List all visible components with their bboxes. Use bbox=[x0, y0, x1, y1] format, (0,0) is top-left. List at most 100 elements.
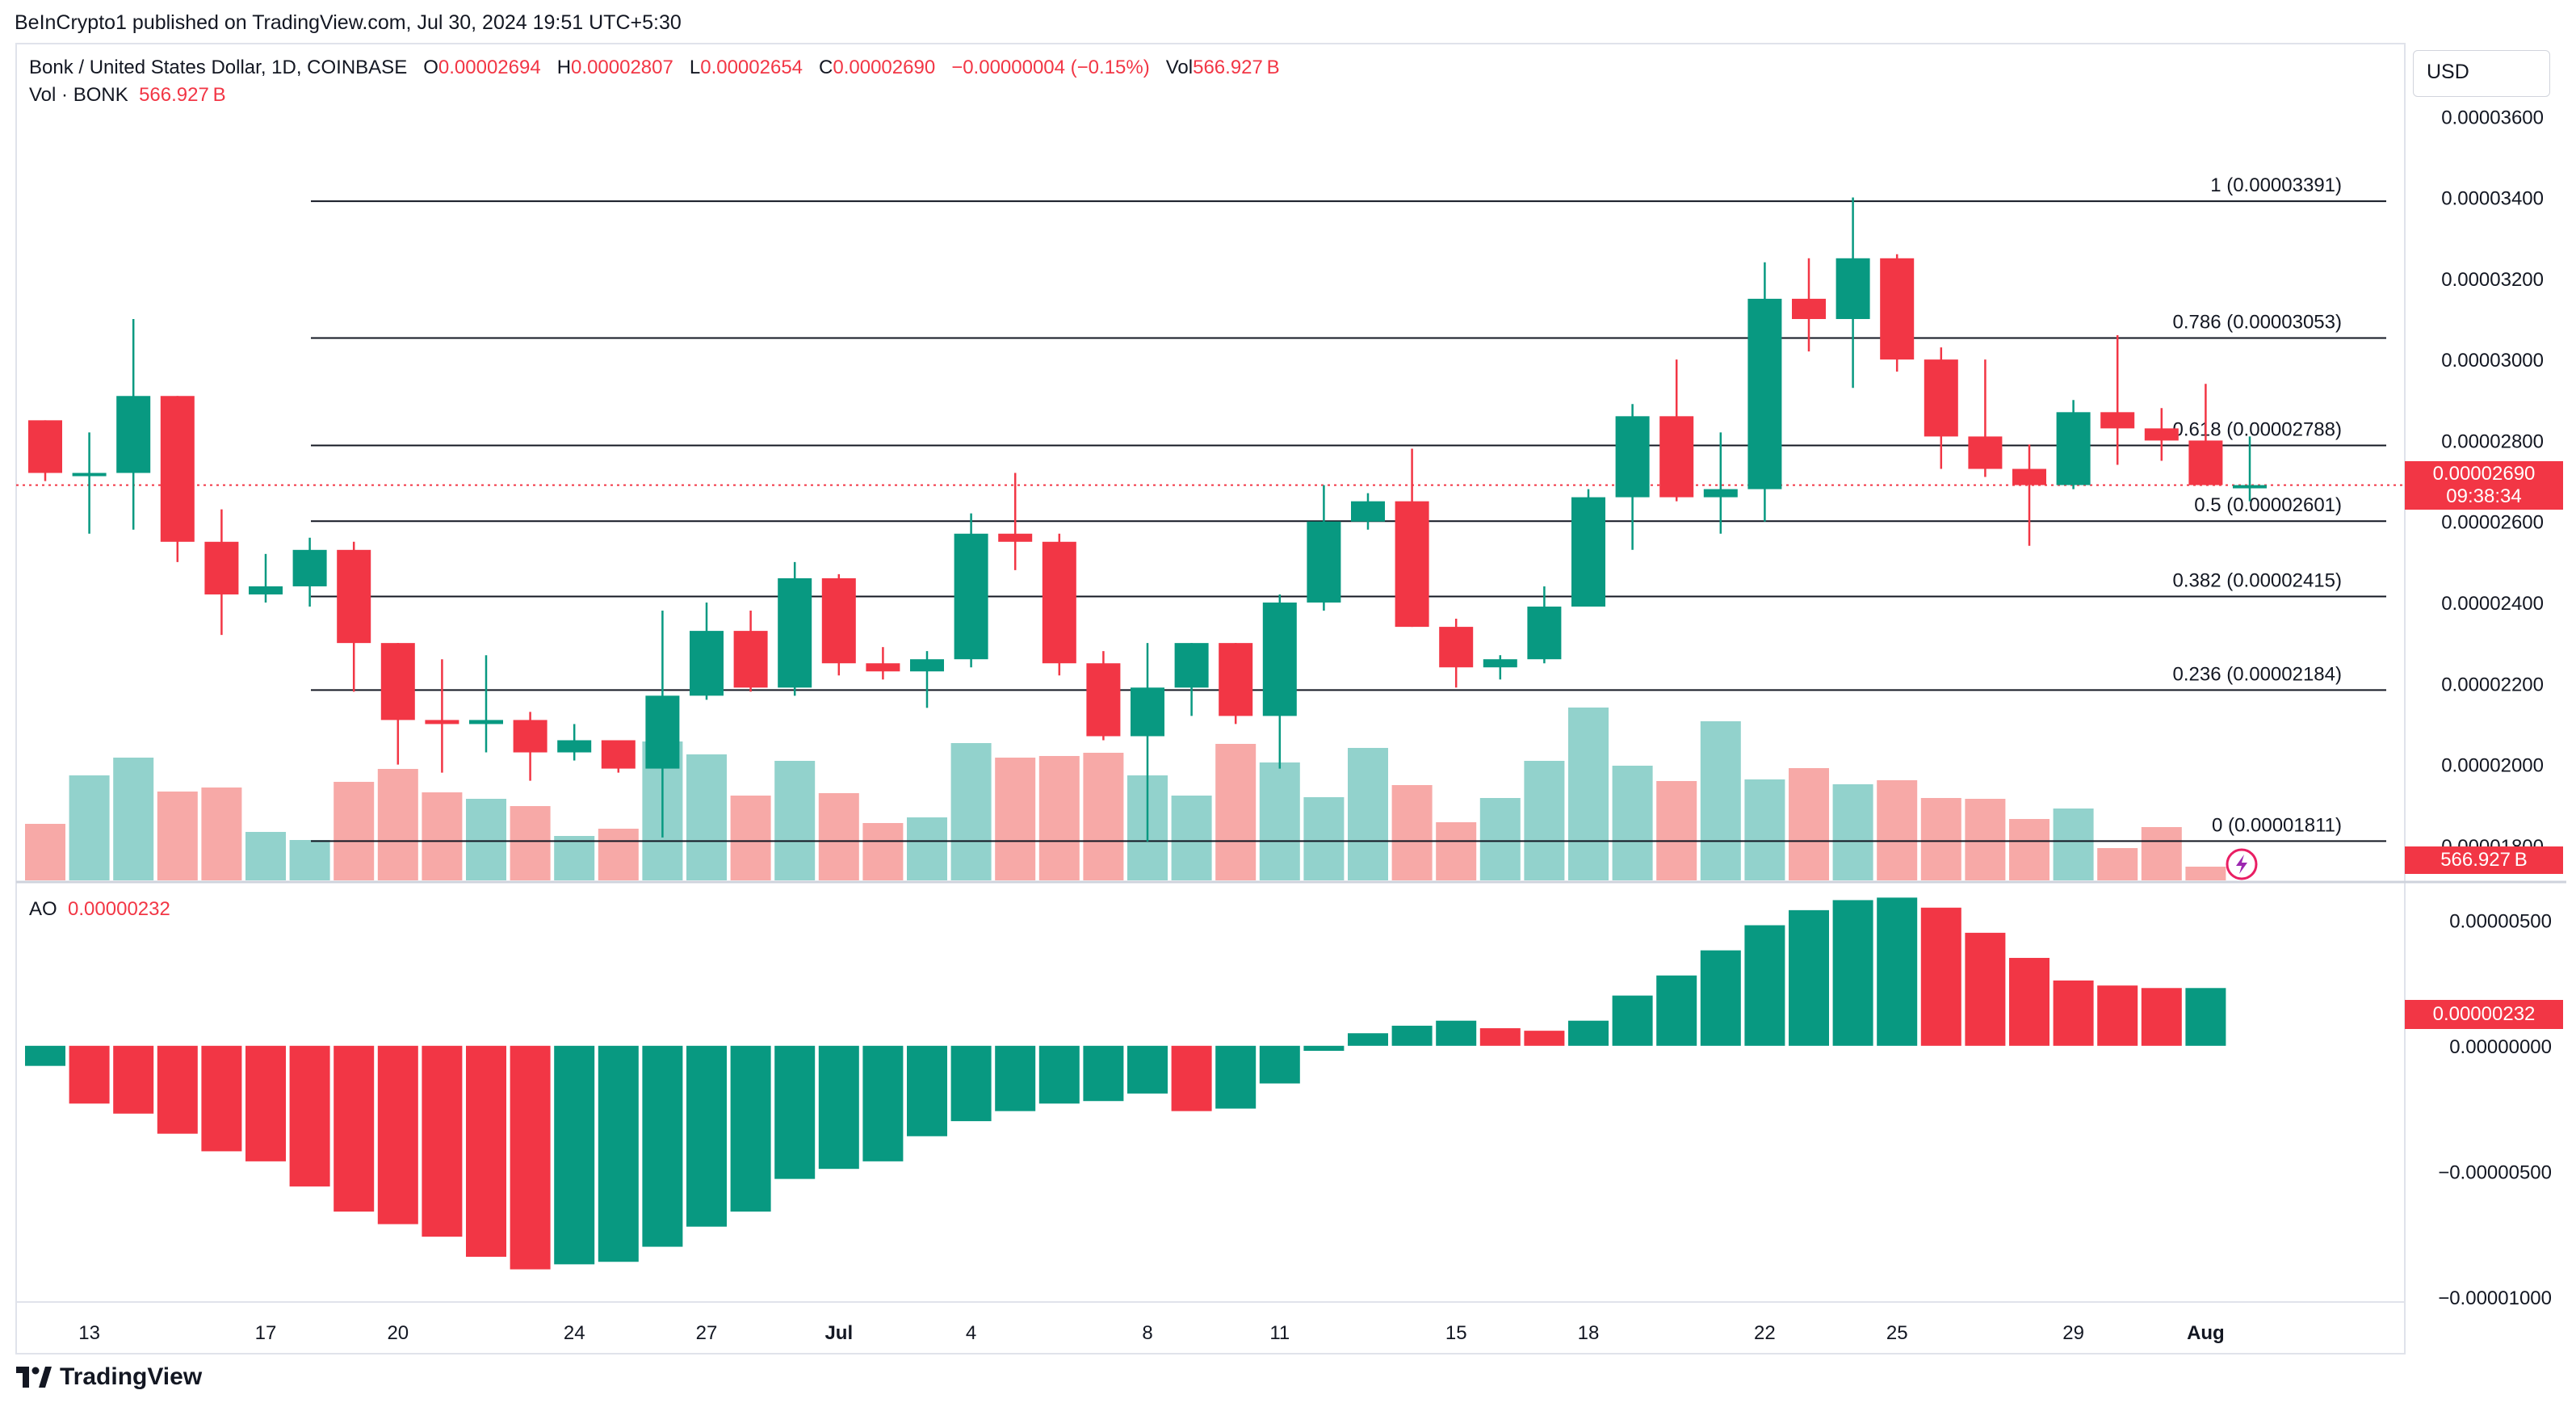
candle-body bbox=[1307, 521, 1341, 603]
fib-level-label: 0.618 (0.00002788) bbox=[2172, 418, 2342, 440]
ao-axis-tick: −0.00000500 bbox=[2438, 1161, 2552, 1183]
chart-frame bbox=[15, 43, 2406, 1354]
volume-bar bbox=[554, 836, 595, 880]
ao-histogram-bar bbox=[510, 1045, 551, 1270]
volume-bar bbox=[1832, 784, 1873, 880]
volume-bar bbox=[730, 796, 771, 880]
volume-bar bbox=[157, 792, 198, 880]
volume-bar bbox=[1877, 780, 1918, 880]
time-axis-tick: 4 bbox=[966, 1322, 976, 1344]
ao-histogram-bar bbox=[2141, 988, 2182, 1046]
volume-bar bbox=[1038, 756, 1080, 880]
ao-histogram-bar bbox=[1348, 1033, 1388, 1046]
candle-body bbox=[1747, 298, 1782, 489]
price-axis-tick: 0.00002800 bbox=[2441, 430, 2544, 452]
candle-body bbox=[1395, 501, 1429, 628]
candle-body bbox=[1571, 497, 1605, 607]
candle-body bbox=[954, 533, 988, 660]
ao-histogram-bar bbox=[157, 1045, 198, 1134]
volume-bar bbox=[289, 840, 330, 880]
volume-bar bbox=[334, 782, 375, 880]
ao-histogram-bar bbox=[1656, 975, 1697, 1046]
price-axis-tick: 0.00002400 bbox=[2441, 593, 2544, 615]
volume-bar bbox=[1479, 798, 1521, 880]
candle-body bbox=[337, 549, 371, 644]
ao-histogram-bar bbox=[1832, 900, 1873, 1046]
candle-body bbox=[513, 720, 548, 753]
ao-histogram-bar bbox=[25, 1045, 65, 1066]
symbol-title[interactable]: Bonk / United States Dollar, 1D, COINBAS… bbox=[29, 57, 408, 78]
ao-histogram-bar bbox=[1965, 932, 2006, 1046]
volume-bar bbox=[25, 824, 65, 880]
volume-legend-label[interactable]: Vol · BONK bbox=[29, 84, 128, 106]
vol-label: Vol bbox=[1165, 57, 1194, 78]
ao-histogram-bar bbox=[774, 1045, 816, 1179]
low-value: 0.00002654 bbox=[700, 57, 803, 78]
published-by-line: BeInCrypto1 published on TradingView.com… bbox=[15, 11, 682, 34]
time-axis-tick: 18 bbox=[1578, 1322, 1600, 1344]
ao-histogram-bar bbox=[818, 1045, 859, 1170]
bar-countdown: 09:38:34 bbox=[2446, 485, 2522, 507]
candle-body bbox=[866, 663, 900, 672]
ao-legend-label[interactable]: AO bbox=[29, 898, 57, 920]
ao-histogram-bar bbox=[1171, 1045, 1212, 1111]
candle-body bbox=[998, 533, 1033, 542]
ao-histogram-bar bbox=[1303, 1045, 1345, 1052]
volume-bar bbox=[2009, 819, 2049, 880]
time-axis-tick: 8 bbox=[1142, 1322, 1152, 1344]
candle-body bbox=[1968, 436, 2003, 469]
candle-body bbox=[2233, 485, 2267, 489]
open-value: 0.00002694 bbox=[438, 57, 541, 78]
price-axis-tick: 0.00003400 bbox=[2441, 188, 2544, 210]
ao-histogram-bar bbox=[1215, 1045, 1257, 1109]
candle-body bbox=[601, 740, 636, 769]
time-axis-tick: 24 bbox=[564, 1322, 585, 1344]
time-axis-tick: 13 bbox=[78, 1322, 100, 1344]
volume-bar bbox=[1744, 779, 1785, 880]
volume-bar bbox=[2053, 808, 2094, 880]
volume-bar bbox=[1920, 798, 1961, 880]
fib-level-label: 0.5 (0.00002601) bbox=[2194, 494, 2342, 516]
candle-body bbox=[1351, 501, 1385, 522]
time-axis-tick: Aug bbox=[2187, 1322, 2225, 1344]
volume-legend-value: 566.927 B bbox=[139, 84, 226, 106]
ao-legend: AO 0.00000232 bbox=[29, 898, 170, 921]
low-label: L bbox=[689, 57, 701, 78]
ao-histogram-bar bbox=[377, 1045, 418, 1224]
tradingview-logo-icon bbox=[16, 1367, 52, 1388]
change-value: −0.00000004 (−0.15%) bbox=[951, 57, 1150, 78]
volume-bar bbox=[862, 823, 904, 880]
ao-histogram-bar bbox=[1479, 1028, 1521, 1046]
candle-body bbox=[778, 578, 812, 688]
volume-bar bbox=[510, 806, 551, 880]
ao-histogram-bar bbox=[1789, 909, 1829, 1046]
ao-histogram-bar bbox=[1920, 907, 1961, 1046]
candle-body bbox=[690, 631, 724, 696]
volume-bar bbox=[113, 758, 154, 880]
candle-body bbox=[2188, 440, 2223, 485]
ao-histogram-bar bbox=[201, 1045, 242, 1152]
candle-body bbox=[2012, 468, 2046, 485]
ao-histogram-bar bbox=[422, 1045, 463, 1237]
candle-body bbox=[821, 578, 856, 664]
volume-bar bbox=[1700, 721, 1741, 880]
ao-histogram-bar bbox=[950, 1045, 992, 1122]
ao-histogram-bar bbox=[69, 1045, 110, 1104]
ao-histogram-bar bbox=[334, 1045, 375, 1212]
volume-bar bbox=[774, 761, 816, 880]
time-axis-tick: 25 bbox=[1886, 1322, 1908, 1344]
tradingview-logo[interactable]: TradingView bbox=[16, 1363, 202, 1391]
currency-selector[interactable]: USD bbox=[2413, 50, 2550, 97]
candle-body bbox=[1439, 627, 1474, 668]
volume-bar bbox=[1303, 797, 1345, 880]
volume-bar bbox=[907, 817, 947, 880]
candle-body bbox=[645, 695, 680, 769]
candle-body bbox=[1615, 416, 1650, 498]
ao-histogram-bar bbox=[1259, 1045, 1300, 1084]
ao-value-tag: 0.00000232 bbox=[2405, 1000, 2563, 1029]
price-axis-tick: 0.00003200 bbox=[2441, 269, 2544, 291]
volume-bar bbox=[1215, 744, 1257, 880]
volume-bar bbox=[598, 829, 639, 880]
ao-histogram-bar bbox=[466, 1045, 506, 1258]
